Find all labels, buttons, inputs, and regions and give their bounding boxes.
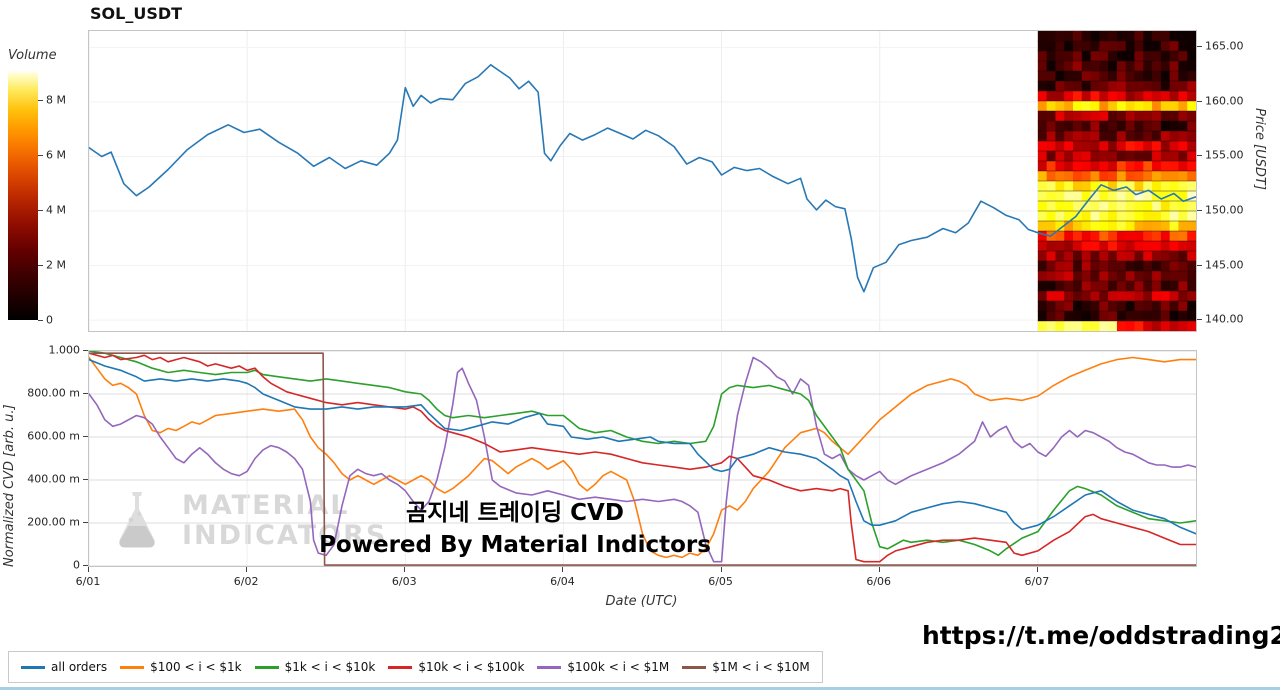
price-tick-label: 155.00 [1205,148,1244,162]
volume-colorbar [8,70,38,320]
legend-swatch [21,665,45,669]
volume-tick-label: 8 M [46,93,66,107]
date-tick-label: 6/04 [550,575,575,588]
legend-item-3: $10k < i < $100k [388,660,524,674]
date-tick-mark [720,567,722,572]
bottom-border [0,687,1280,690]
cvd-tick-label: 400.00 m [27,472,80,486]
legend-swatch [537,665,562,669]
watermark: MATERIAL INDICATORS [106,486,387,556]
legend-label: $100 < i < $1k [150,660,242,674]
volume-tick-label: 4 M [46,203,66,217]
price-tick-mark [1197,319,1202,321]
cvd-chart-panel [88,350,1197,567]
volume-tick-mark [38,320,43,321]
watermark-text: MATERIAL INDICATORS [182,489,388,551]
cvd-tick-label: 200.00 m [27,515,80,529]
cvd-tick-mark [83,350,88,351]
cvd-tick-label: 0 [73,558,80,572]
legend-item-4: $100k < i < $1M [537,660,669,674]
cvd-tick-mark [83,436,88,437]
date-tick-mark [88,567,89,572]
legend-label: $100k < i < $1M [567,660,670,674]
cvd-tick-mark [83,393,88,394]
price-tick-mark [1197,155,1202,157]
x-axis-label: Date (UTC) [605,594,678,609]
cvd-tick-mark [83,479,88,480]
volume-axis-title: Volume [8,48,57,63]
watermark-line1: MATERIAL [182,489,350,521]
cvd-tick-label: 600.00 m [27,429,80,443]
legend: all orders $100 < i < $1k $1k < i < $10k $1… [8,651,823,683]
legend-item-0: all orders [21,660,107,674]
legend-item-5: $1M < i < $10M [682,660,810,674]
date-tick-label: 6/06 [866,575,892,588]
price-chart-svg [89,31,1196,331]
legend-label: all orders [51,660,108,674]
date-tick-mark [562,567,564,572]
volume-tick-mark [38,100,43,101]
volume-tick-mark [38,265,43,266]
chart-title: SOL_USDT [90,4,183,23]
flask-icon [119,492,155,548]
watermark-line2: INDICATORS [182,520,388,551]
cvd-axis-label: Normalized CVD [arb. u.] [2,404,17,567]
cvd-tick-label: 1.000 [48,343,81,357]
price-tick-label: 150.00 [1205,203,1244,217]
date-tick-mark [878,567,880,572]
overlay-line1: 곰지네 트레이딩 CVD [406,500,624,526]
price-tick-label: 160.00 [1205,94,1244,108]
legend-label: $1k < i < $10k [284,660,376,674]
date-tick-mark [404,567,406,572]
telegram-url: https://t.me/oddstrading2 [922,621,1280,650]
cvd-tick-mark [83,522,88,523]
legend-item-1: $100 < i < $1k [120,660,242,674]
volume-tick-label: 2 M [46,258,66,272]
date-tick-label: 6/07 [1024,575,1050,588]
price-chart-panel [88,30,1197,332]
overlay-text: 곰지네 트레이딩 CVD Powered By Material Indicto… [310,497,720,561]
date-tick-label: 6/01 [75,575,101,588]
legend-item-2: $1k < i < $10k [254,660,376,674]
date-tick-mark [1036,567,1038,572]
date-tick-label: 6/02 [233,575,259,588]
volume-tick-label: 6 M [46,148,66,162]
price-tick-label: 165.00 [1205,39,1244,53]
volume-tick-mark [38,210,43,211]
date-tick-label: 6/05 [708,575,733,588]
legend-swatch [254,665,279,669]
price-axis-label: Price [USDT] [1252,108,1267,190]
date-tick-label: 6/03 [391,575,417,588]
legend-swatch [388,665,413,669]
price-tick-mark [1197,264,1202,266]
cvd-tick-mark [83,565,88,566]
overlay-line2: Powered By Material Indictors [319,532,711,559]
legend-label: $10k < i < $100k [418,660,525,674]
price-tick-label: 145.00 [1205,258,1244,272]
legend-swatch [682,665,707,669]
price-tick-mark [1197,46,1202,48]
price-tick-label: 140.00 [1205,312,1244,326]
volume-tick-mark [38,155,43,156]
volume-tick-label: 0 [46,313,53,327]
cvd-tick-label: 800.00 m [27,386,80,400]
legend-label: $1M < i < $10M [712,660,810,674]
date-tick-mark [246,567,248,572]
cvd-chart-svg [89,351,1196,566]
price-tick-mark [1197,210,1202,211]
legend-swatch [120,665,145,669]
price-tick-mark [1197,100,1202,102]
